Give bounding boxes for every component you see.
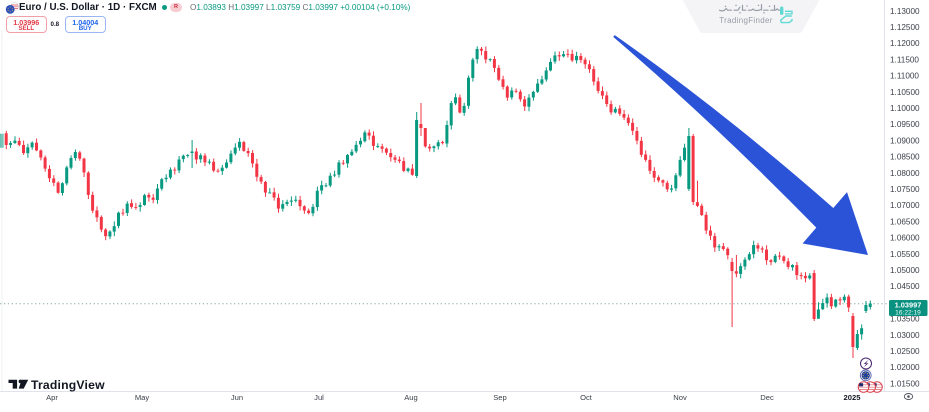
svg-text:1.06000: 1.06000 (890, 234, 920, 243)
svg-text:2025: 2025 (844, 393, 862, 402)
svg-text:Jun: Jun (231, 393, 243, 402)
svg-text:1.08500: 1.08500 (890, 153, 920, 162)
svg-text:1.07500: 1.07500 (890, 185, 920, 194)
svg-text:1.11500: 1.11500 (890, 55, 919, 64)
svg-text:Apr: Apr (46, 393, 58, 402)
svg-text:May: May (135, 393, 150, 402)
svg-text:1.04500: 1.04500 (890, 282, 920, 291)
svg-text:Nov: Nov (673, 393, 687, 402)
svg-text:1.03997: 1.03997 (895, 300, 922, 309)
svg-text:Dec: Dec (760, 393, 774, 402)
svg-text:Aug: Aug (404, 393, 418, 402)
svg-text:1.10000: 1.10000 (890, 104, 920, 113)
svg-text:1.09000: 1.09000 (890, 136, 920, 145)
svg-text:1.11000: 1.11000 (890, 72, 919, 81)
svg-text:TradingFinder: TradingFinder (719, 16, 772, 25)
svg-text:1.07000: 1.07000 (890, 201, 920, 210)
svg-text:1.01500: 1.01500 (890, 379, 920, 388)
svg-text:Sep: Sep (493, 393, 507, 402)
svg-text:1.03500: 1.03500 (890, 315, 920, 324)
svg-text:1.09500: 1.09500 (890, 120, 920, 129)
svg-text:Oct: Oct (580, 393, 593, 402)
svg-text:1.03000: 1.03000 (890, 331, 920, 340)
svg-text:1.13000: 1.13000 (890, 7, 920, 16)
svg-text:1.05000: 1.05000 (890, 266, 920, 275)
svg-text:16:22:19: 16:22:19 (895, 310, 921, 317)
svg-text:1.12000: 1.12000 (890, 39, 920, 48)
svg-text:TradingView: TradingView (31, 378, 105, 392)
svg-text:1.05500: 1.05500 (890, 250, 920, 259)
svg-text:Jul: Jul (314, 393, 324, 402)
svg-text:1.02500: 1.02500 (890, 347, 920, 356)
svg-text:1.08000: 1.08000 (890, 169, 920, 178)
svg-text:1.02000: 1.02000 (890, 363, 920, 372)
svg-text:1.12500: 1.12500 (890, 23, 920, 32)
svg-text:1.06500: 1.06500 (890, 217, 920, 226)
svg-text:1.10500: 1.10500 (890, 88, 920, 97)
